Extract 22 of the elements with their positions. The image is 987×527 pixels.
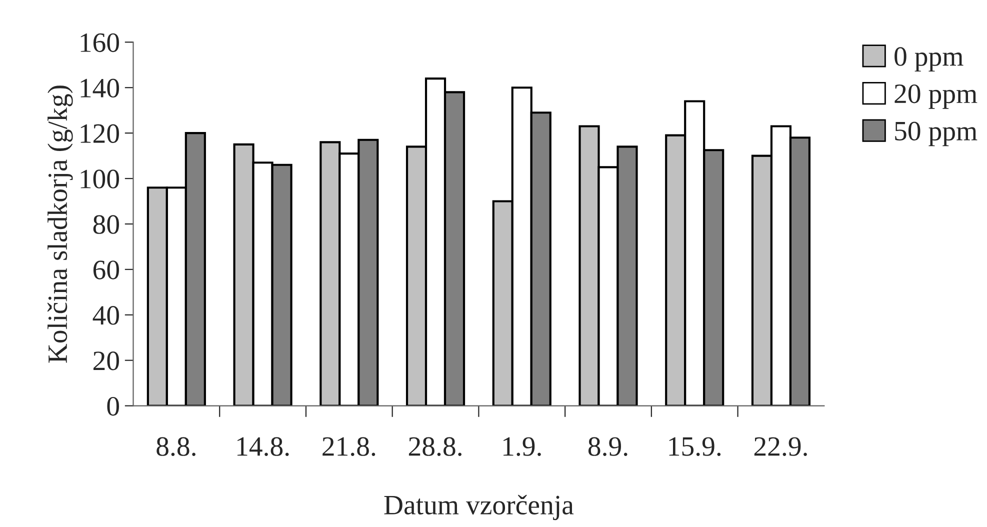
x-tick-label: 8.8. <box>156 437 196 456</box>
legend-label: 20 ppm <box>894 84 978 109</box>
legend-label: 0 ppm <box>894 47 964 72</box>
x-tick-label: 14.8. <box>237 437 289 456</box>
x-axis-title: Datum vzorčenja <box>384 494 574 520</box>
y-tick-label: 160 <box>80 33 119 52</box>
y-tick-label: 100 <box>80 170 119 188</box>
legend-label: 50 ppm <box>895 122 978 146</box>
y-tick-label: 20 <box>93 352 119 370</box>
x-tick-label: 28.8. <box>408 437 462 456</box>
y-tick-label: 140 <box>80 78 119 98</box>
y-tick-label: 0 <box>107 396 119 416</box>
y-tick-label: 60 <box>93 260 119 280</box>
y-axis-title: Količina sladkorja (g/kg) <box>48 86 73 363</box>
x-tick-label: 1.9. <box>503 437 541 456</box>
x-tick-label: 21.8. <box>322 437 376 456</box>
x-tick-label: 22.9. <box>754 437 807 456</box>
x-tick-label: 15.9. <box>669 437 721 456</box>
y-tick-label: 80 <box>93 215 119 234</box>
y-tick-label: 120 <box>80 124 119 143</box>
y-tick-label: 40 <box>92 306 119 325</box>
x-tick-label: 8.9. <box>588 437 628 456</box>
